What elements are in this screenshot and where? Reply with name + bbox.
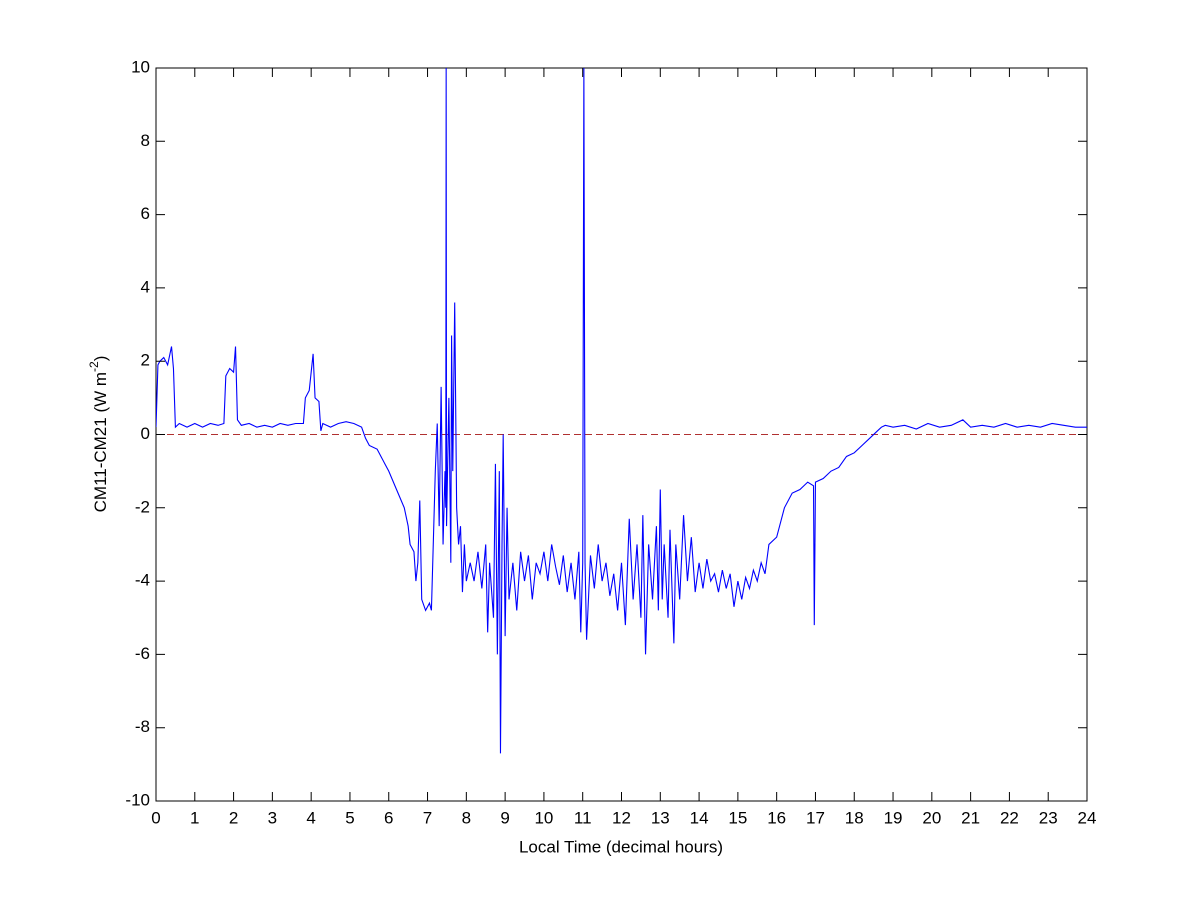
- x-tick-label: 7: [423, 808, 432, 827]
- x-tick-label: 0: [151, 808, 160, 827]
- x-tick-label: 13: [651, 808, 670, 827]
- y-axis-label: CM11-CM21 (W m-2): [87, 356, 110, 513]
- x-tick-label: 10: [534, 808, 553, 827]
- data-line: [156, 68, 1087, 754]
- x-tick-label: 2: [229, 808, 238, 827]
- x-tick-label: 5: [345, 808, 354, 827]
- x-tick-label: 21: [961, 808, 980, 827]
- x-tick-label: 12: [612, 808, 631, 827]
- x-tick-label: 16: [767, 808, 786, 827]
- y-tick-label: -4: [135, 571, 150, 590]
- y-tick-label: -2: [135, 497, 150, 516]
- x-axis-label: Local Time (decimal hours): [519, 837, 723, 856]
- x-tick-label: 1: [190, 808, 199, 827]
- x-tick-label: 3: [268, 808, 277, 827]
- y-axis-label-superscript: -2: [87, 361, 101, 372]
- x-tick-label: 20: [922, 808, 941, 827]
- x-tick-label: 14: [690, 808, 709, 827]
- y-axis-label-text: CM11-CM21 (W m: [91, 372, 110, 512]
- y-tick-label: 6: [141, 204, 150, 223]
- x-tick-label: 9: [500, 808, 509, 827]
- y-tick-label: -8: [135, 717, 150, 736]
- y-tick-label: 0: [141, 424, 150, 443]
- y-tick-label: 4: [141, 277, 150, 296]
- x-tick-label: 15: [728, 808, 747, 827]
- x-tick-label: 23: [1039, 808, 1058, 827]
- x-tick-label: 4: [306, 808, 315, 827]
- y-tick-label: 8: [141, 131, 150, 150]
- x-tick-label: 24: [1078, 808, 1097, 827]
- x-tick-label: 18: [845, 808, 864, 827]
- x-tick-label: 17: [806, 808, 825, 827]
- y-tick-label: 10: [131, 57, 150, 76]
- x-tick-label: 8: [462, 808, 471, 827]
- x-tick-label: 22: [1000, 808, 1019, 827]
- x-tick-label: 11: [574, 808, 592, 827]
- y-tick-label: -10: [125, 790, 150, 809]
- x-tick-label: 19: [884, 808, 903, 827]
- y-tick-label: 2: [141, 351, 150, 370]
- x-tick-label: 6: [384, 808, 393, 827]
- y-axis-label-suffix: ): [91, 356, 110, 362]
- y-tick-label: -6: [135, 644, 150, 663]
